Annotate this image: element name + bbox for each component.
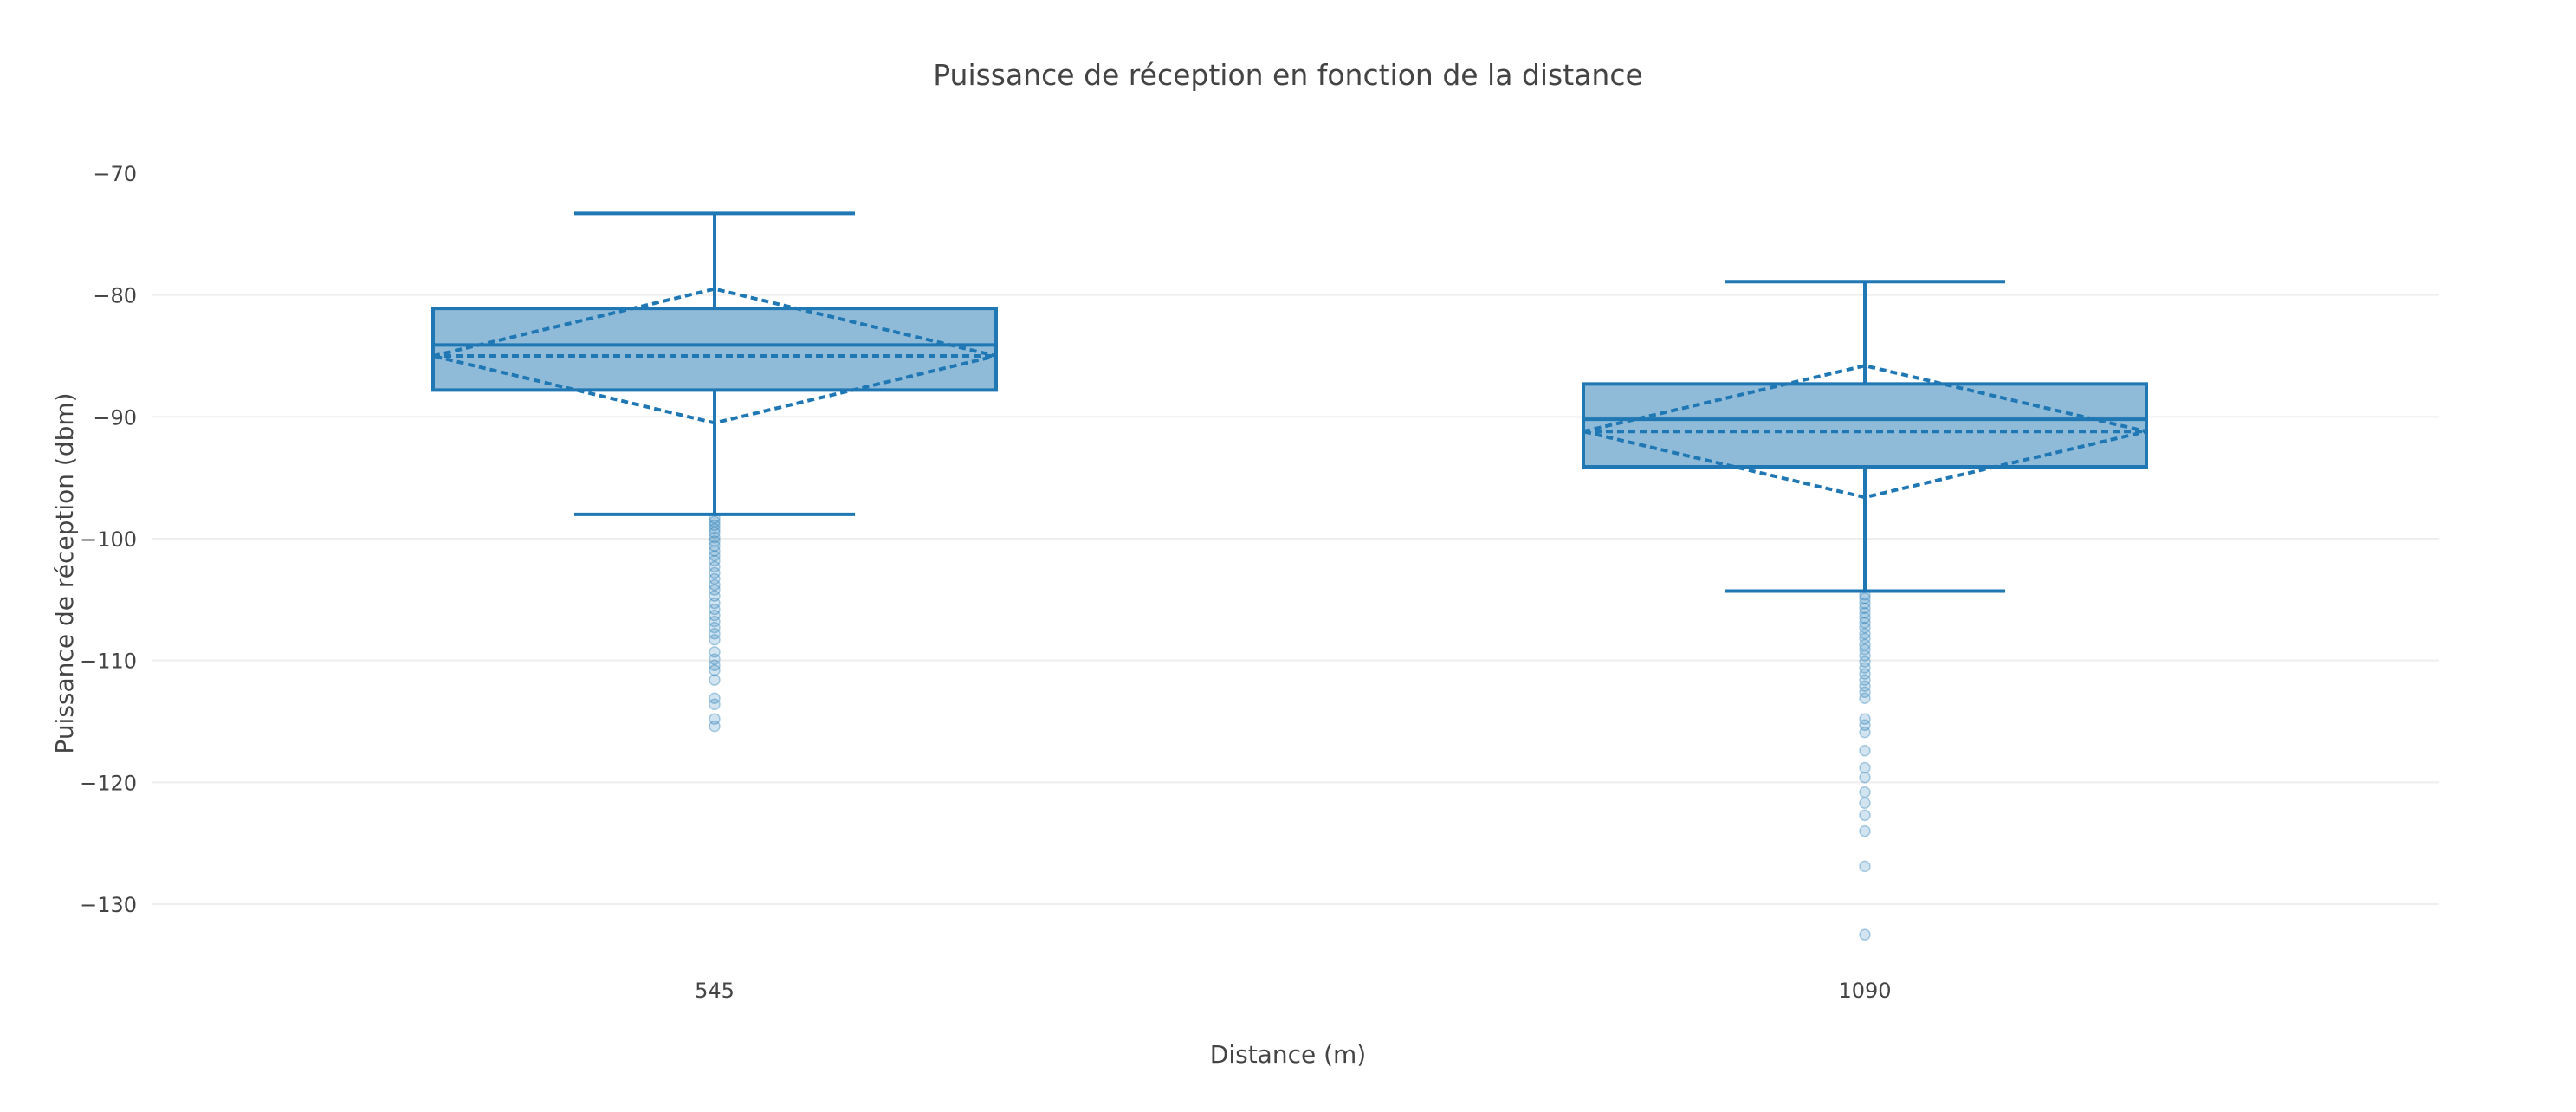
outlier-point [709, 621, 721, 634]
outlier-point [1859, 627, 1871, 640]
outlier-point [1859, 638, 1871, 651]
outlier-point [1859, 692, 1871, 705]
outlier-point [709, 590, 721, 602]
outlier-point [709, 692, 721, 705]
y-tick-label: −120 [80, 771, 137, 795]
outlier-point [709, 554, 721, 567]
y-tick-label: −80 [93, 284, 137, 308]
grid-layer [152, 294, 2439, 905]
x-tick-label: 1090 [1838, 979, 1891, 1003]
outlier-point [709, 579, 721, 592]
outlier-point [1859, 602, 1871, 614]
outlier-point [1859, 617, 1871, 629]
outlier-point [1859, 824, 1871, 837]
box-1090 [1582, 280, 2148, 941]
sd-diamond [432, 287, 997, 425]
outlier-point [1859, 786, 1871, 798]
x-tick-label: 545 [695, 979, 735, 1003]
outlier-point [709, 560, 721, 573]
outlier-point [1859, 632, 1871, 645]
y-tick-label: −70 [93, 162, 137, 186]
outlier-point [709, 659, 721, 672]
y-tick-label: −100 [80, 527, 137, 552]
y-tick-label: −110 [80, 650, 137, 674]
outlier-point [1859, 761, 1871, 774]
outlier-point [709, 713, 721, 725]
outlier-point [709, 609, 721, 622]
outlier-point [1859, 745, 1871, 757]
outlier-point [1859, 643, 1871, 656]
outlier-point [1859, 650, 1871, 662]
outlier-point [1859, 668, 1871, 680]
outlier-point [1859, 621, 1871, 634]
outlier-point [709, 674, 721, 686]
outlier-point [709, 515, 721, 528]
outlier-point [709, 572, 721, 585]
outlier-point [709, 597, 721, 610]
outlier-point [1859, 674, 1871, 686]
outlier-point [709, 535, 721, 547]
outlier-point [709, 584, 721, 596]
outlier-point [1859, 656, 1871, 668]
outlier-point [709, 627, 721, 640]
outlier-point [709, 603, 721, 616]
outlier-point [709, 653, 721, 666]
tick-layer: −70 −80 −90 −100 −110 −120 −130 545 1090 [80, 162, 1891, 1003]
outlier-point [1859, 597, 1871, 610]
outlier-point [709, 527, 721, 539]
y-axis-title: Puissance de réception (dbm) [50, 392, 79, 753]
outlier-point [709, 549, 721, 562]
outlier-point [1859, 928, 1871, 941]
sd-diamond [1582, 364, 2147, 500]
outlier-point [709, 634, 721, 646]
box-545 [431, 211, 998, 733]
outlier-point [1859, 680, 1871, 692]
box-layer [431, 211, 2148, 941]
outlier-point [709, 545, 721, 557]
outlier-point [709, 720, 721, 733]
outlier-point [709, 615, 721, 628]
outlier-point [1859, 611, 1871, 624]
outlier-point [1859, 771, 1871, 784]
outlier-point [1859, 588, 1871, 601]
y-tick-label: −90 [93, 405, 137, 430]
x-axis-title: Distance (m) [1210, 1040, 1366, 1069]
outlier-point [1859, 662, 1871, 674]
outlier-point [709, 566, 721, 579]
outlier-point [709, 540, 721, 553]
outlier-point [1859, 797, 1871, 809]
outlier-point [709, 531, 721, 544]
outlier-point [1859, 686, 1871, 698]
outlier-point [1859, 719, 1871, 731]
outlier-point [1859, 860, 1871, 873]
outlier-point [709, 664, 721, 676]
y-tick-label: −130 [80, 893, 137, 917]
outlier-point [1859, 713, 1871, 725]
outlier-point [1859, 607, 1871, 619]
outlier-point [1859, 592, 1871, 604]
chart-title: Puissance de réception en fonction de la… [933, 58, 1643, 92]
outlier-point [709, 519, 721, 532]
outlier-point [709, 522, 721, 535]
outlier-point [709, 646, 721, 658]
iqr-box [431, 307, 998, 392]
outlier-point [1859, 809, 1871, 822]
iqr-box [1582, 382, 2148, 469]
outlier-point [709, 698, 721, 711]
outlier-point [1859, 726, 1871, 739]
outlier-point [709, 512, 721, 524]
